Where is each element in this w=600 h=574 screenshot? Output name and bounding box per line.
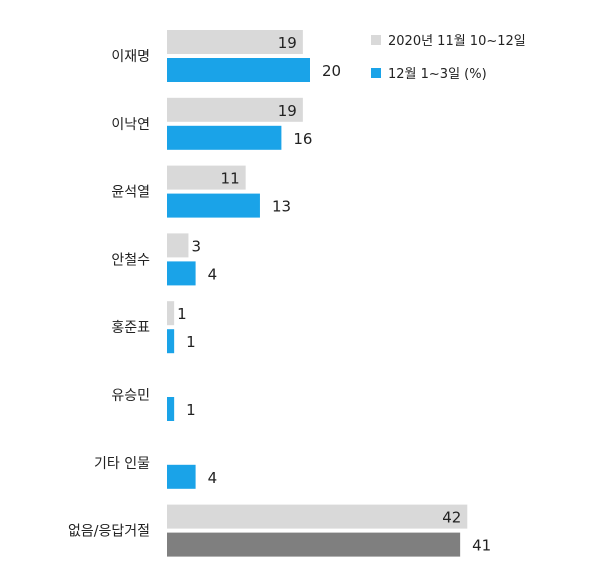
bar-previous: [167, 233, 189, 258]
value-label-previous: 11: [221, 170, 240, 188]
category-label: 이낙연: [111, 117, 150, 133]
value-label-current: 4: [208, 469, 218, 487]
value-label-previous: 42: [442, 509, 461, 527]
legend-label-previous: 2020년 11월 10~12일: [388, 34, 526, 49]
category-label: 없음/응답거절: [68, 524, 150, 540]
bar-current: [167, 261, 196, 286]
bar-current: [167, 193, 260, 218]
category-label: 유승민: [111, 388, 150, 404]
value-label-previous: 19: [278, 102, 297, 120]
legend-swatch-current: [371, 68, 381, 78]
category-label: 이재명: [111, 49, 150, 65]
bar-current: [167, 58, 310, 82]
value-label-current: 13: [272, 198, 291, 216]
category-label: 안철수: [111, 252, 150, 268]
value-label-current: 4: [208, 265, 218, 283]
legend-swatch-previous: [371, 35, 381, 45]
legend-label-current: 12월 1~3일 (%): [388, 67, 487, 82]
value-label-current: 1: [186, 401, 196, 419]
bar-previous: [167, 165, 246, 190]
bar-previous: [167, 97, 303, 122]
category-label: 홍준표: [111, 320, 150, 336]
bar-current: [167, 125, 282, 150]
bar-current: [167, 532, 461, 557]
bar-current: [167, 329, 175, 354]
legend: 2020년 11월 10~12일 12월 1~3일 (%): [371, 34, 526, 82]
bar-previous: [167, 30, 303, 54]
bar-previous: [167, 301, 175, 326]
bar-current: [167, 464, 196, 489]
value-label-current: 20: [322, 62, 341, 80]
value-label-previous: 3: [191, 237, 201, 255]
value-label-current: 16: [293, 130, 312, 148]
bar-previous: [167, 504, 468, 529]
category-label: 기타 인물: [94, 456, 150, 472]
category-label: 윤석열: [111, 185, 150, 201]
value-label-current: 1: [186, 333, 196, 351]
value-label-previous: 1: [177, 305, 187, 323]
bar-current: [167, 397, 175, 421]
value-label-current: 41: [472, 537, 491, 555]
value-label-previous: 19: [278, 34, 297, 52]
